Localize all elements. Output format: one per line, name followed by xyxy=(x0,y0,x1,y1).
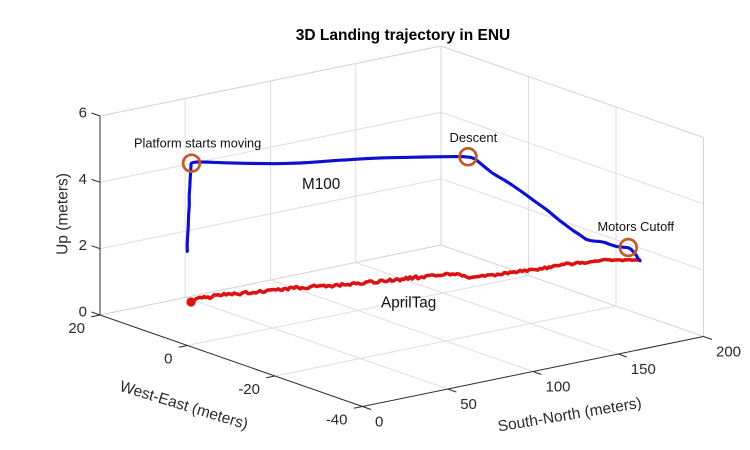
svg-text:4: 4 xyxy=(79,171,87,188)
svg-text:20: 20 xyxy=(68,320,85,337)
svg-text:0: 0 xyxy=(79,304,87,321)
svg-text:Platform starts moving: Platform starts moving xyxy=(134,135,261,150)
svg-text:2: 2 xyxy=(79,237,87,254)
svg-text:-40: -40 xyxy=(326,412,348,429)
svg-text:6: 6 xyxy=(79,105,87,122)
svg-text:0: 0 xyxy=(164,351,172,368)
svg-text:200: 200 xyxy=(716,343,741,360)
svg-text:M100: M100 xyxy=(302,176,340,193)
svg-text:50: 50 xyxy=(460,396,477,413)
svg-text:Motors Cutoff: Motors Cutoff xyxy=(598,219,675,234)
svg-text:150: 150 xyxy=(631,361,656,378)
svg-text:0: 0 xyxy=(375,413,383,430)
svg-text:Up (meters): Up (meters) xyxy=(55,173,72,255)
svg-text:Descent: Descent xyxy=(450,130,498,145)
svg-text:100: 100 xyxy=(546,378,571,395)
svg-text:-20: -20 xyxy=(238,381,260,398)
svg-text:3D Landing trajectory in ENU: 3D Landing trajectory in ENU xyxy=(296,27,510,44)
svg-text:AprilTag: AprilTag xyxy=(381,295,436,312)
